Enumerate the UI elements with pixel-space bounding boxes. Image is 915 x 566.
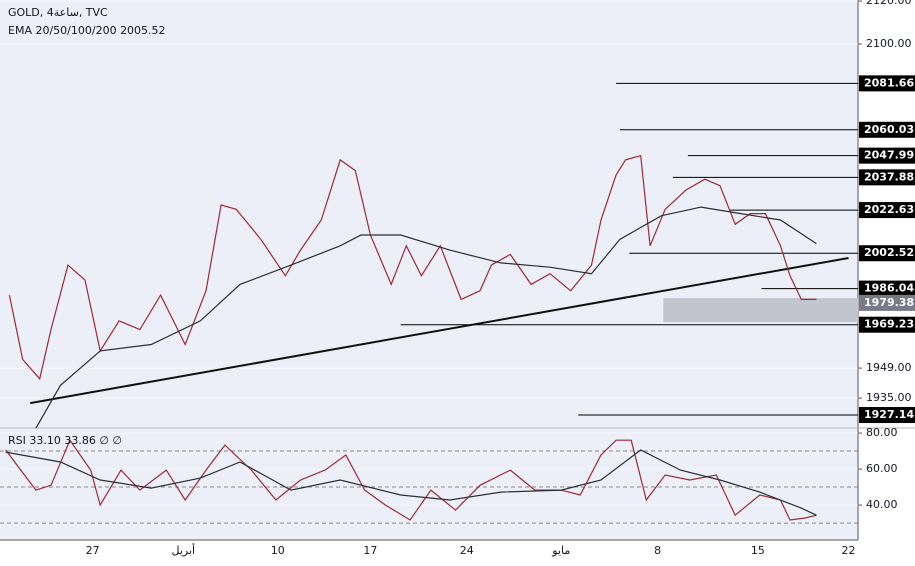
- level-label: 2081.66: [864, 76, 914, 89]
- x-tick-label: 27: [86, 544, 100, 557]
- x-tick-label: 17: [363, 544, 377, 557]
- series-line: [8, 154, 817, 381]
- series-line: [35, 206, 817, 429]
- level-label-bg: [859, 280, 915, 297]
- panel-subtitle: EMA 20/50/100/200 2005.52: [8, 24, 166, 37]
- level-label-bg: [859, 169, 915, 186]
- level-label: 1969.23: [864, 318, 914, 331]
- level-label: 2060.03: [864, 123, 914, 136]
- level-label-bg: [859, 202, 915, 219]
- level-label-bg: [859, 75, 915, 92]
- y-tick-label: 60.00: [866, 462, 898, 475]
- zone: [663, 298, 858, 323]
- level-label: 1986.04: [864, 282, 914, 295]
- y-tick-label: 40.00: [866, 498, 898, 511]
- y-tick-label: 2100.00: [866, 37, 912, 50]
- series-line: [5, 449, 817, 516]
- level-label: 2022.63: [864, 203, 914, 216]
- level-label-bg: [859, 121, 915, 138]
- y-tick-label: 1935.00: [866, 391, 912, 404]
- level-label: 2037.88: [864, 170, 914, 183]
- level-label: 1927.14: [864, 408, 914, 421]
- y-tick-label: 2120.00: [866, 0, 912, 7]
- x-tick-label: 8: [654, 544, 661, 557]
- x-tick-label: 24: [460, 544, 474, 557]
- level-label: 2047.99: [864, 149, 914, 162]
- level-label-bg: [859, 147, 915, 164]
- last-price-bg: [859, 294, 915, 311]
- x-tick-label: 22: [842, 544, 856, 557]
- x-tick-label: 15: [751, 544, 765, 557]
- x-tick-label: مايو: [551, 544, 570, 557]
- y-tick-label: 1949.00: [866, 361, 912, 374]
- level-label-bg: [859, 407, 915, 424]
- panel-title: RSI 33.10 33.86 ∅ ∅: [8, 434, 122, 447]
- panel-title: GOLD, 4ساعة, TVC: [8, 6, 108, 19]
- last-price-label: 1979.38: [864, 296, 914, 309]
- trendline: [30, 257, 849, 405]
- plot-background: [0, 0, 858, 540]
- level-label-bg: [859, 245, 915, 262]
- x-tick-label: 10: [271, 544, 285, 557]
- level-label-bg: [859, 316, 915, 333]
- x-tick-label: أبريل: [172, 543, 196, 557]
- y-tick-label: 80.00: [866, 426, 898, 439]
- level-label: 2002.52: [864, 246, 914, 259]
